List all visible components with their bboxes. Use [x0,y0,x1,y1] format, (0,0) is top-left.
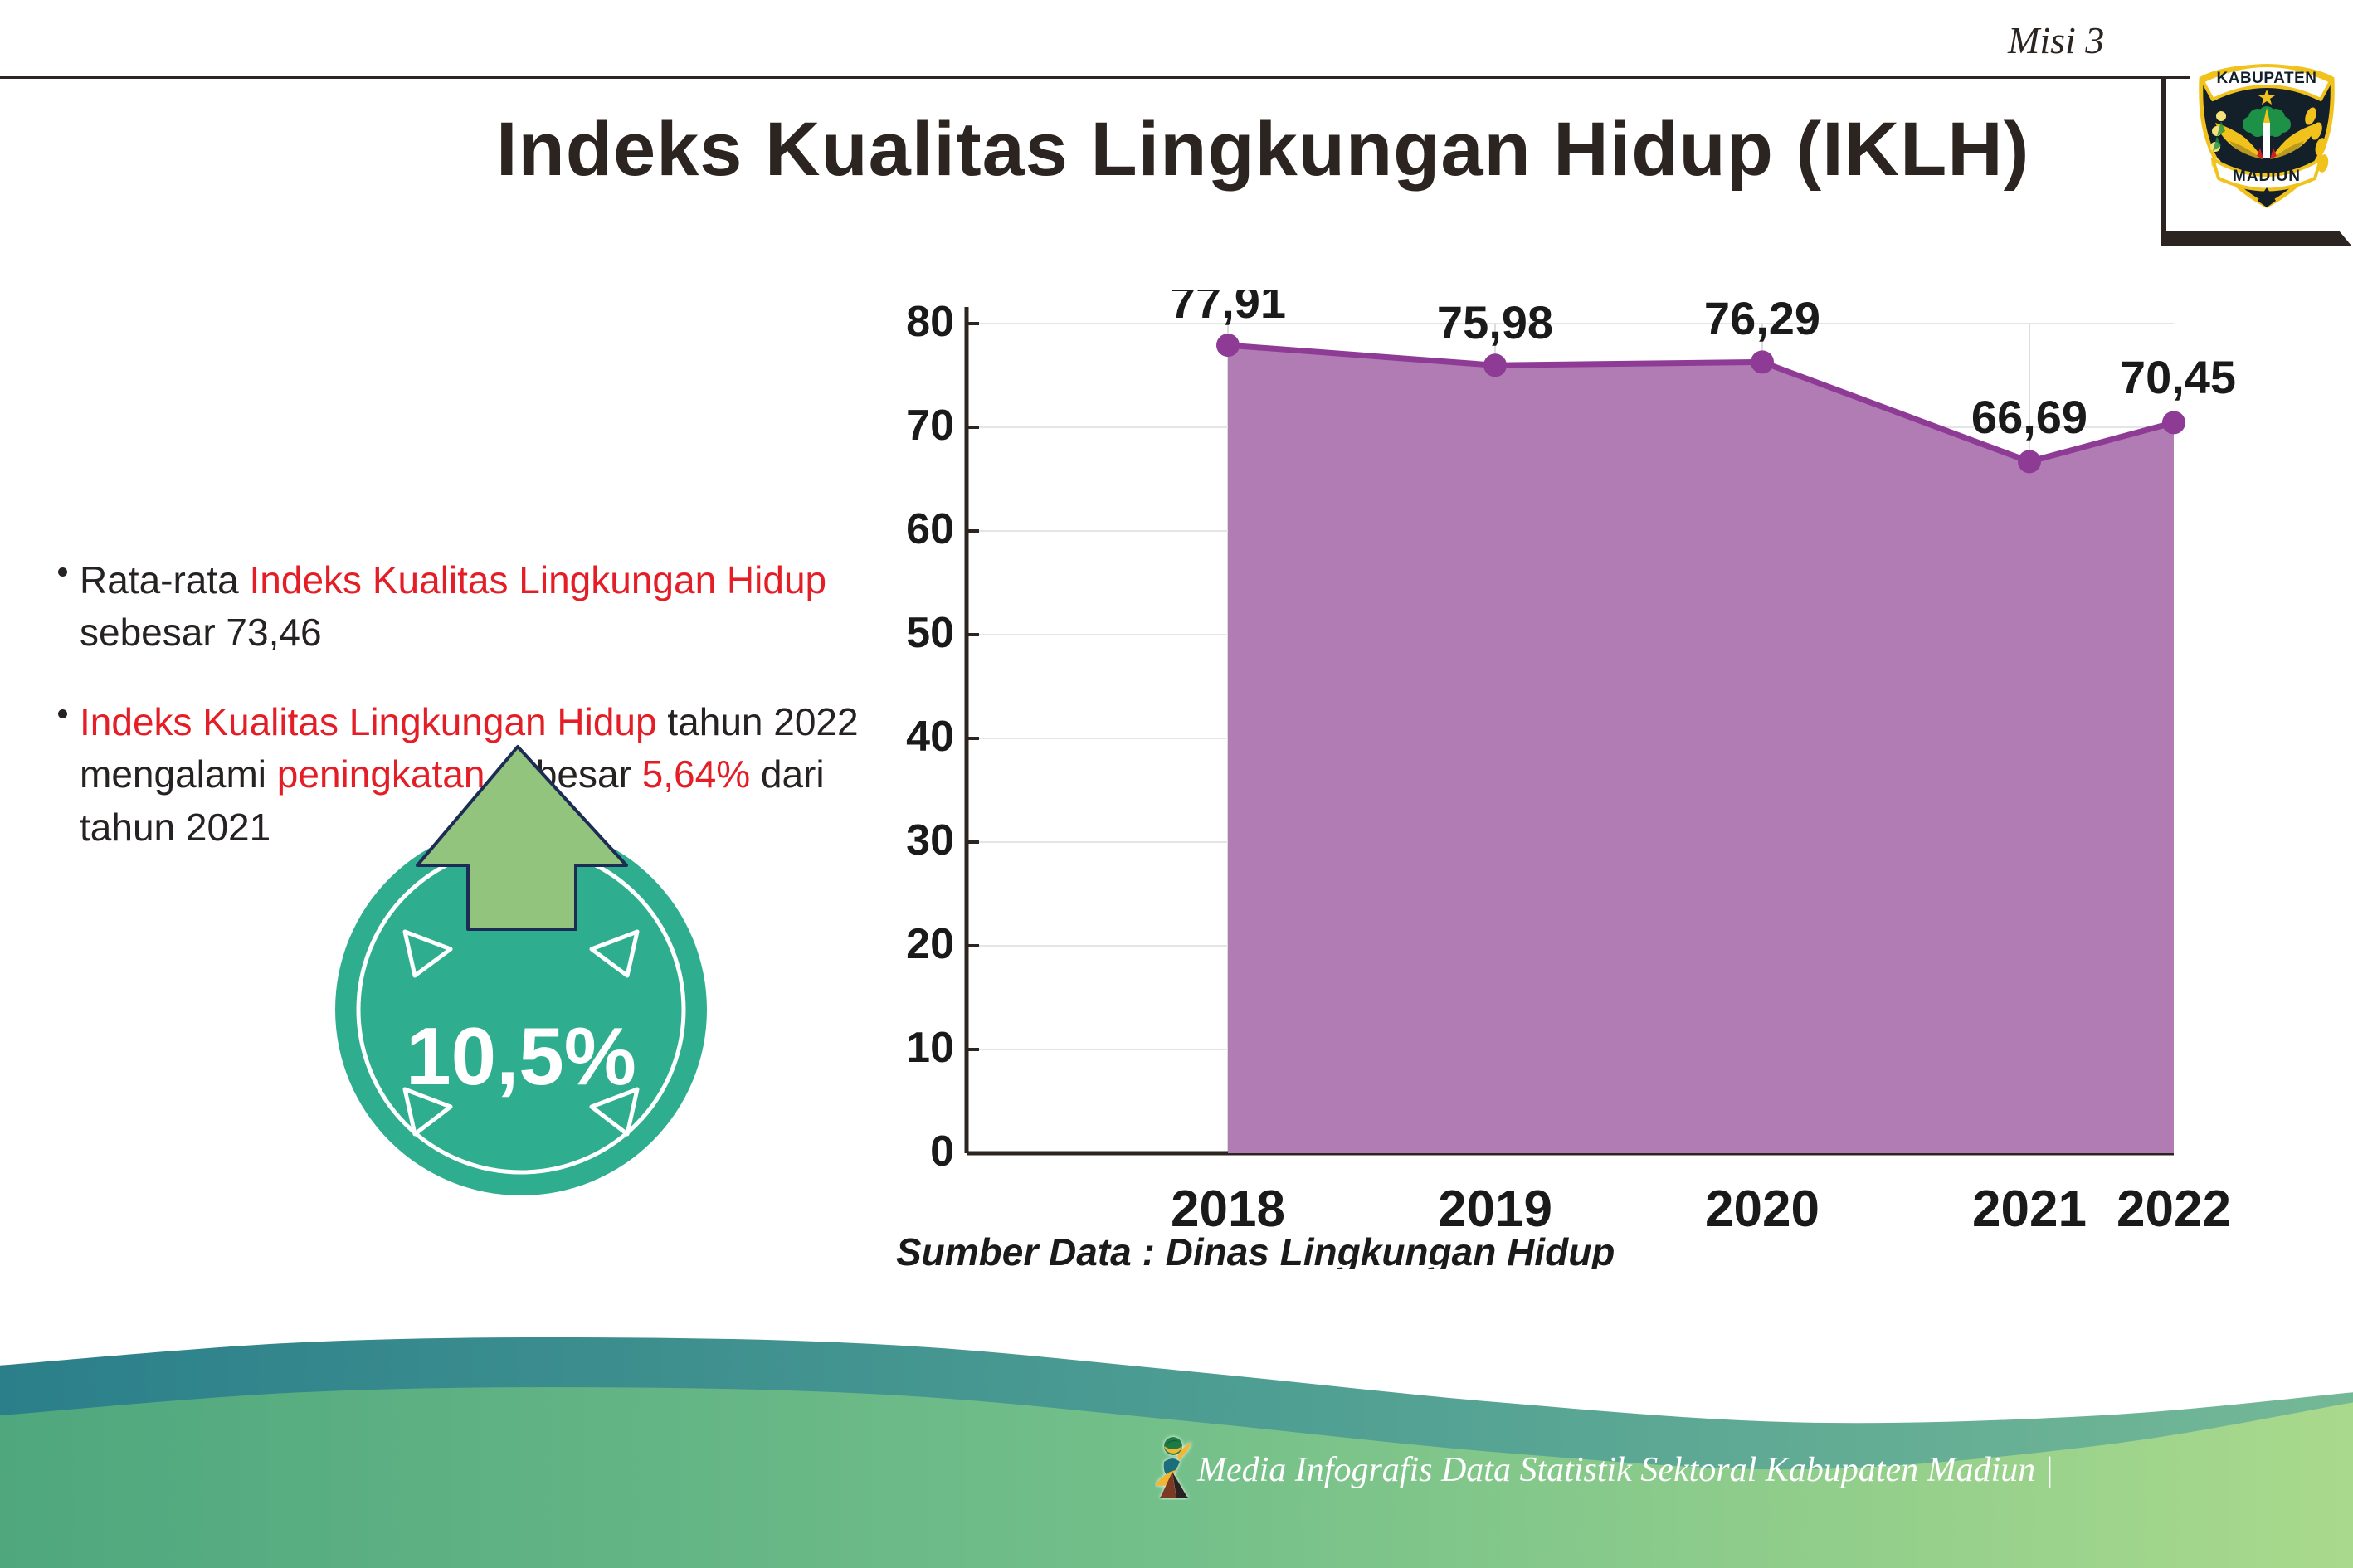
svg-text:Sumber Data : Dinas Lingkungan: Sumber Data : Dinas Lingkungan Hidup [896,1230,1615,1269]
svg-text:KABUPATEN: KABUPATEN [2217,70,2317,87]
svg-text:2020: 2020 [1705,1181,1820,1238]
svg-text:2019: 2019 [1438,1181,1552,1238]
svg-text:60: 60 [906,505,954,553]
svg-text:10,5%: 10,5% [406,1010,636,1102]
svg-text:40: 40 [906,713,954,761]
svg-text:70: 70 [906,402,954,450]
svg-text:70,45: 70,45 [2120,351,2236,403]
svg-text:2021: 2021 [1972,1181,2087,1238]
svg-text:80: 80 [906,298,954,346]
svg-text:50: 50 [906,609,954,657]
svg-text:76,29: 76,29 [1704,292,1820,344]
svg-text:2022: 2022 [2117,1181,2231,1238]
svg-text:75,98: 75,98 [1437,296,1553,348]
svg-text:66,69: 66,69 [1971,391,2087,443]
svg-text:MADIUN: MADIUN [2233,168,2301,185]
svg-text:2018: 2018 [1171,1181,1285,1238]
svg-text:0: 0 [930,1127,954,1176]
svg-text:77,91: 77,91 [1170,290,1286,328]
svg-text:20: 20 [906,920,954,968]
svg-text:10: 10 [906,1024,954,1072]
svg-text:30: 30 [906,816,954,864]
